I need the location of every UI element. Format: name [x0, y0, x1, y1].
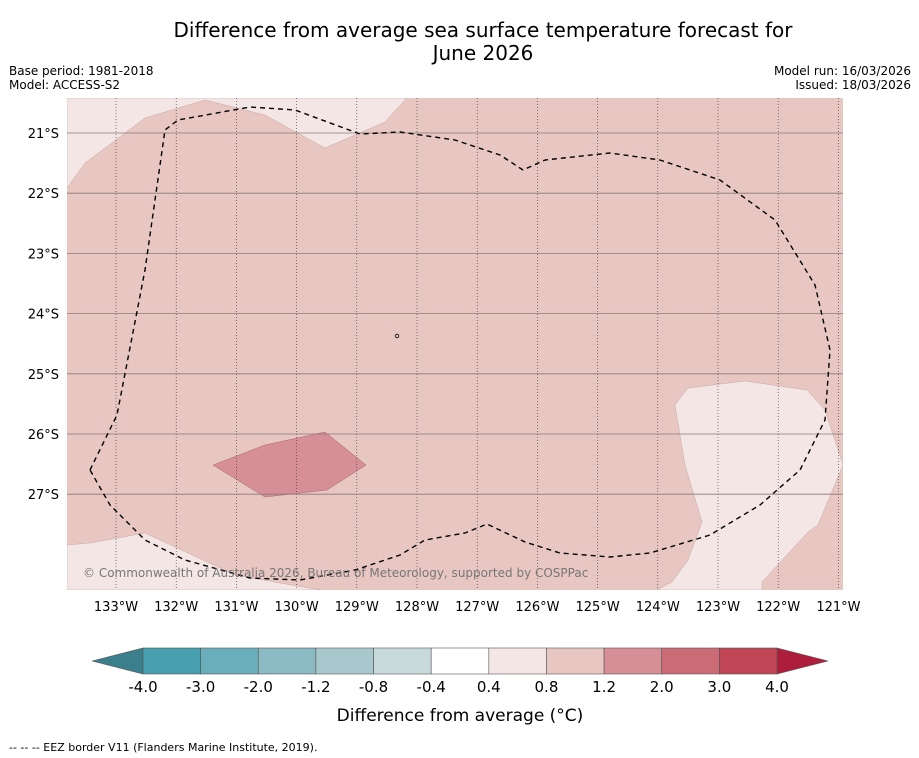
- lat-label: 21°S: [28, 127, 59, 142]
- lon-label: 133°W: [94, 600, 138, 615]
- lat-label: 25°S: [28, 368, 59, 383]
- base-period: Base period: 1981-2018: [9, 64, 154, 78]
- colorbar-swatch: [200, 647, 259, 675]
- lon-label: 123°W: [696, 600, 740, 615]
- colorbar-label: Difference from average (°C): [337, 706, 584, 726]
- colorbar-tick: -2.0: [244, 678, 273, 696]
- colorbar-tick: 1.2: [592, 678, 616, 696]
- lon-label: 132°W: [154, 600, 198, 615]
- lon-label: 129°W: [335, 600, 379, 615]
- colorbar-tick: 0.4: [477, 678, 501, 696]
- colorbar-swatch: [315, 647, 374, 675]
- chart-title: Difference from average sea surface temp…: [173, 18, 793, 65]
- anomaly-region-0.4-0.8: [67, 98, 406, 189]
- lat-label: 24°S: [28, 308, 59, 323]
- issued-date: Issued: 18/03/2026: [795, 78, 911, 92]
- anomaly-region-0.4-0.8: [67, 532, 321, 590]
- lon-label: 131°W: [214, 600, 258, 615]
- eez-legend-note: -- -- -- EEZ border V11 (Flanders Marine…: [9, 741, 317, 754]
- model-run: Model run: 16/03/2026: [773, 64, 911, 78]
- colorbar-over-arrow: [776, 647, 829, 675]
- colorbar-tick: 0.8: [535, 678, 559, 696]
- colorbar-swatch: [546, 647, 605, 675]
- eez-border: [89, 106, 831, 581]
- colorbar-swatch: [142, 647, 201, 675]
- lat-label: 22°S: [28, 187, 59, 202]
- colorbar-tick: -4.0: [128, 678, 157, 696]
- island: [394, 333, 400, 339]
- colorbar-swatch: [661, 647, 720, 675]
- colorbar-tick: 3.0: [707, 678, 731, 696]
- lon-label: 127°W: [455, 600, 499, 615]
- lat-label: 26°S: [28, 428, 59, 443]
- anomaly-region-1.2-2.0: [212, 431, 367, 498]
- lon-label: 122°W: [756, 600, 800, 615]
- sst-map: © Commonwealth of Australia 2026, Bureau…: [67, 98, 843, 590]
- lon-label: 121°W: [816, 600, 860, 615]
- anomaly-region-0.4-0.8: [656, 380, 843, 590]
- colorbar-swatch: [488, 647, 547, 675]
- colorbar-swatch: [430, 647, 490, 675]
- colorbar-tick: 2.0: [650, 678, 674, 696]
- colorbar-swatch: [719, 647, 778, 675]
- colorbar-tick: 4.0: [765, 678, 789, 696]
- model-name: Model: ACCESS-S2: [9, 78, 121, 92]
- axis-labels: 133°W 132°W 131°W 130°W 129°W 128°W 127°W 126°W…: [28, 127, 861, 615]
- copyright-text: © Commonwealth of Australia 2026, Bureau…: [83, 566, 588, 580]
- colorbar-under-arrow: [91, 647, 144, 675]
- colorbar-tick: -0.8: [359, 678, 388, 696]
- colorbar-swatch: [373, 647, 432, 675]
- colorbar-swatch: [257, 647, 317, 675]
- lon-label: 126°W: [515, 600, 559, 615]
- lon-label: 128°W: [395, 600, 439, 615]
- colorbar-swatch: [603, 647, 663, 675]
- lat-label: 23°S: [28, 247, 59, 262]
- lon-label: 124°W: [636, 600, 680, 615]
- lon-label: 130°W: [275, 600, 319, 615]
- lat-label: 27°S: [28, 488, 59, 503]
- graticule: [67, 98, 843, 590]
- lon-label: 125°W: [576, 600, 620, 615]
- colorbar-tick: -0.4: [417, 678, 446, 696]
- colorbar-tick: -3.0: [186, 678, 215, 696]
- colorbar: -4.0 -3.0 -2.0 -1.2 -0.8 -0.4 0.4 0.8 1.2 2.0 3.0 4…: [91, 647, 829, 696]
- colorbar-tick: -1.2: [301, 678, 330, 696]
